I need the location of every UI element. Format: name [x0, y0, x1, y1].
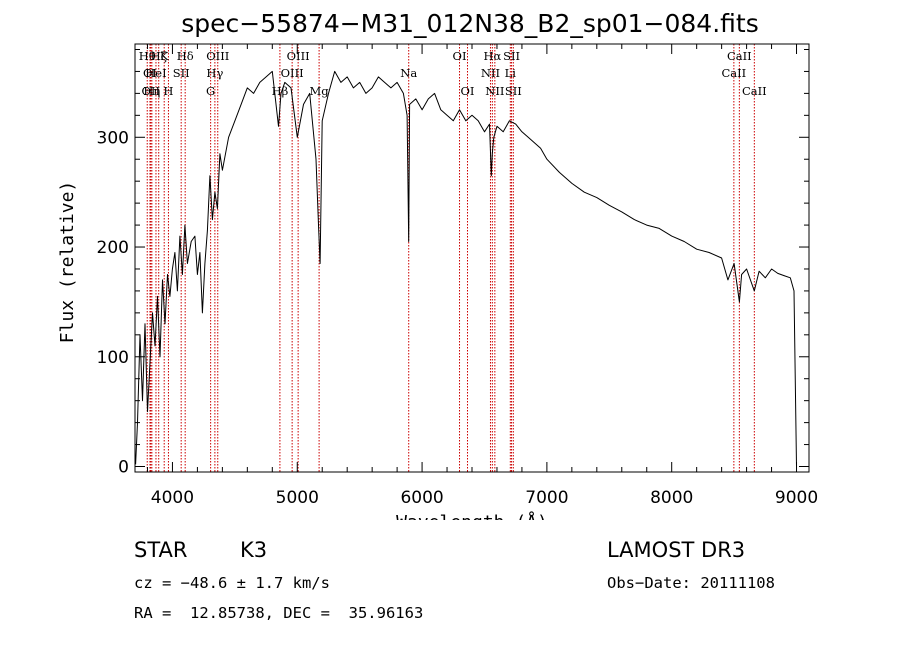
emission-line-label: H: [163, 84, 173, 98]
emission-line-label: SII: [173, 66, 190, 80]
emission-line-label: NII: [481, 66, 500, 80]
emission-line-labels: HθOIOIIHηHeIHζKHSIIHδGHγOIIIHβOIIIOIIIMg…: [139, 49, 767, 98]
emission-line-label: G: [206, 84, 215, 98]
emission-line-label: Hθ: [139, 49, 156, 63]
object-class: STAR: [134, 538, 188, 562]
emission-line-label: Hα: [483, 49, 501, 63]
spectrum-chart: spec−55874−M31_012N38_B2_sp01−084.fits H…: [57, 9, 818, 520]
emission-line-label: OI: [453, 49, 467, 63]
emission-line-label: OI: [143, 66, 157, 80]
x-tick-label: 7000: [525, 488, 568, 508]
emission-line-label: CaII: [742, 84, 767, 98]
emission-line-label: CaII: [727, 49, 752, 63]
emission-line-label: Hη: [143, 84, 160, 98]
y-tick-label: 300: [97, 128, 129, 148]
emission-line-label: Hζ: [151, 49, 167, 63]
emission-line-label: SII: [503, 49, 520, 63]
x-tick-label: 5000: [276, 488, 319, 508]
y-axis-label: Flux (relative): [57, 181, 78, 344]
emission-line-label: CaII: [721, 66, 746, 80]
emission-line-label: Li: [505, 66, 517, 80]
emission-line-label: Hβ: [272, 84, 289, 98]
x-tick-label: 4000: [151, 488, 194, 508]
object-subclass: K3: [240, 538, 268, 562]
emission-line-label: OII: [141, 84, 160, 98]
x-tick-label: 8000: [650, 488, 693, 508]
plot-frame: [134, 43, 810, 473]
y-axis: 0 100 200 300: [97, 48, 809, 478]
emission-line-label: Mg: [310, 84, 330, 98]
emission-line-label: Hδ: [177, 49, 194, 63]
emission-line-label: OI: [461, 84, 475, 98]
emission-line-label: Na: [400, 66, 417, 80]
x-axis: 4000 5000 6000 7000 8000 9000: [146, 44, 818, 508]
x-axis-label: Wavelength (Å): [396, 511, 548, 520]
y-tick-label: 100: [97, 348, 129, 368]
sky-coordinates: RA = 12.85738, DEC = 35.96163: [134, 604, 424, 622]
redshift-value: cz = −48.6 ± 1.7 km/s: [134, 574, 330, 592]
emission-line-label: Hγ: [206, 66, 223, 80]
x-tick-label: 9000: [775, 488, 818, 508]
emission-line-label: OIII: [287, 49, 310, 63]
y-tick-label: 200: [97, 238, 129, 258]
chart-title: spec−55874−M31_012N38_B2_sp01−084.fits: [181, 9, 759, 38]
emission-line-label: HeI: [145, 66, 166, 80]
x-tick-label: 6000: [400, 488, 443, 508]
emission-line-label: K: [160, 49, 169, 63]
emission-line-label: NII: [485, 84, 504, 98]
emission-line-markers: [146, 44, 755, 472]
emission-line-label: OIII: [281, 66, 304, 80]
survey-name: LAMOST DR3: [607, 538, 746, 562]
emission-line-label: OIII: [206, 49, 229, 63]
spectrum-series-line: [135, 70, 797, 467]
emission-line-label: SII: [505, 84, 522, 98]
y-tick-label: 0: [118, 458, 129, 478]
observation-date: Obs−Date: 20111108: [607, 574, 775, 592]
